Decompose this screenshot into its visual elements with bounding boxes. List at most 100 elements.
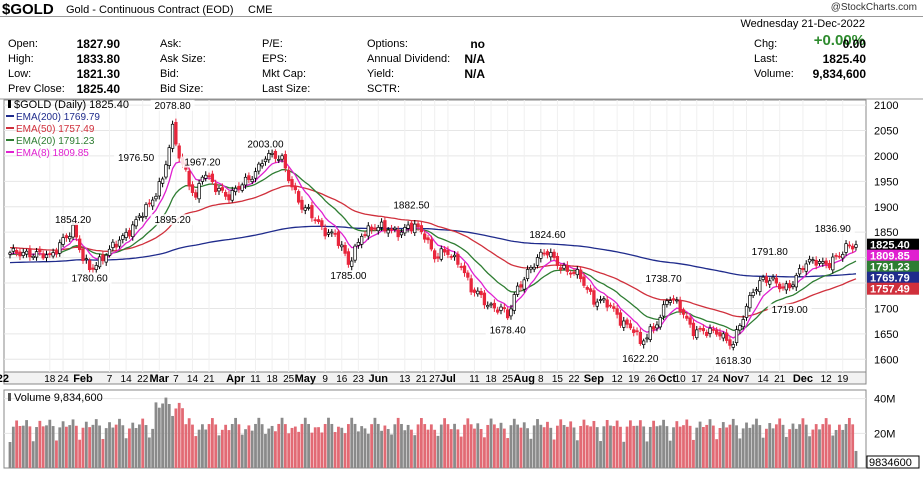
candle-body <box>844 243 848 253</box>
volume-bar <box>400 423 403 468</box>
legend-entry: EMA(8) 1809.85 <box>16 148 89 159</box>
volume-bar <box>788 429 792 468</box>
volume-bar <box>28 426 32 468</box>
candle-body <box>645 337 649 340</box>
candle-body <box>582 276 586 286</box>
volume-bar <box>655 426 659 468</box>
price-tick-label: 1900 <box>874 202 898 214</box>
volume-bar <box>433 429 437 468</box>
candle-body <box>283 154 288 169</box>
candle-body <box>748 295 752 309</box>
volume-bar <box>280 417 284 468</box>
candle-body <box>101 254 105 262</box>
volume-bar <box>416 424 420 468</box>
candle-body <box>602 298 606 301</box>
symbol-title: $GOLD <box>2 1 54 18</box>
candle-body <box>479 291 483 296</box>
candle-body <box>545 251 550 256</box>
candle-body <box>598 299 603 301</box>
candle-body <box>476 290 480 295</box>
candle-body <box>565 264 570 272</box>
candle-body <box>340 244 344 248</box>
candle-body <box>731 344 735 348</box>
volume-bar <box>605 419 609 468</box>
volume-bar <box>516 424 519 468</box>
candle-body <box>529 266 533 270</box>
volume-bar <box>678 426 682 468</box>
candle-body <box>104 254 108 263</box>
volume-bar <box>41 426 45 468</box>
candle-body <box>360 235 364 245</box>
volume-bar <box>134 428 138 468</box>
candle-body <box>811 259 815 262</box>
candle-body <box>525 269 530 279</box>
candle-body <box>569 272 573 275</box>
candle-body <box>87 260 92 270</box>
candle-body <box>233 187 238 193</box>
volume-bar <box>376 423 380 468</box>
candle-body <box>615 308 619 315</box>
candle-body <box>320 220 324 227</box>
candle-body <box>41 253 45 259</box>
volume-bar <box>808 436 811 468</box>
volume-bar <box>758 425 762 468</box>
volume-bar <box>191 424 194 468</box>
candle-body <box>51 252 55 257</box>
quote-field-value: N/A <box>464 67 485 81</box>
volume-bar <box>51 426 55 468</box>
volume-bar <box>592 420 596 468</box>
candle-body <box>21 252 25 256</box>
annotation-bg <box>747 245 792 257</box>
volume-tick-label: 40M <box>874 394 895 406</box>
candle-body <box>293 186 297 191</box>
candle-body <box>190 184 195 193</box>
date-tick-label: 21 <box>416 374 428 385</box>
candle-body <box>61 237 65 245</box>
price-annotation: 1882.50 <box>393 201 430 212</box>
volume-bar <box>652 420 656 468</box>
quote-field-label: Low: <box>8 68 32 80</box>
quote-field-value: no <box>470 37 485 51</box>
candle-body <box>612 306 616 309</box>
price-annotation: 1719.00 <box>772 305 809 316</box>
volume-bar <box>798 424 801 468</box>
volume-bar <box>721 422 725 468</box>
price-tick-label: 1600 <box>874 354 898 366</box>
volume-bar <box>383 425 387 468</box>
price-badge <box>867 260 919 273</box>
candle-body <box>263 158 268 163</box>
candle-body <box>648 326 652 340</box>
volume-bar <box>373 417 377 468</box>
volume-bar <box>648 426 652 468</box>
volume-bar <box>413 435 417 468</box>
volume-bar <box>227 430 231 468</box>
volume-bar <box>121 425 125 468</box>
volume-bar <box>419 418 423 468</box>
price-annotation: 1785.00 <box>330 271 367 282</box>
volume-bar <box>791 423 795 468</box>
volume-bar <box>240 434 244 468</box>
date-tick-label: 24 <box>708 374 720 385</box>
candle-body <box>141 216 145 218</box>
candle-body <box>406 224 410 229</box>
candle-body <box>260 163 264 167</box>
volume-bar <box>642 426 646 468</box>
date-tick-label: 10 <box>675 374 687 385</box>
candle-body <box>419 225 424 233</box>
volume-bar <box>844 424 848 468</box>
volume-bar <box>549 427 553 468</box>
candle-body <box>127 230 132 237</box>
candle-body <box>469 278 473 293</box>
volume-bar <box>114 424 118 468</box>
volume-bar <box>615 420 619 468</box>
annotation-bg <box>485 324 530 336</box>
volume-bar <box>625 426 629 468</box>
candle-body <box>665 300 669 305</box>
candle-body <box>177 145 181 159</box>
quote-field-value: N/A <box>464 52 485 66</box>
volume-bar <box>307 424 310 468</box>
candle-body <box>691 322 696 337</box>
candle-body <box>323 227 327 237</box>
annotation-bg <box>67 272 112 284</box>
candle-body <box>489 303 493 306</box>
